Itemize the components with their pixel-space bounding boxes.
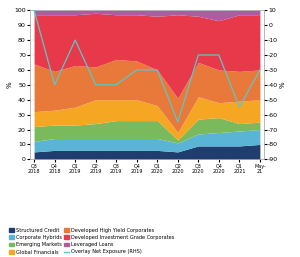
Y-axis label: %: % — [7, 81, 13, 88]
Y-axis label: %: % — [280, 81, 286, 88]
Legend: Structured Credit, Corporate Hybrids, Emerging Markets, Global Financials, Devel: Structured Credit, Corporate Hybrids, Em… — [8, 228, 174, 254]
